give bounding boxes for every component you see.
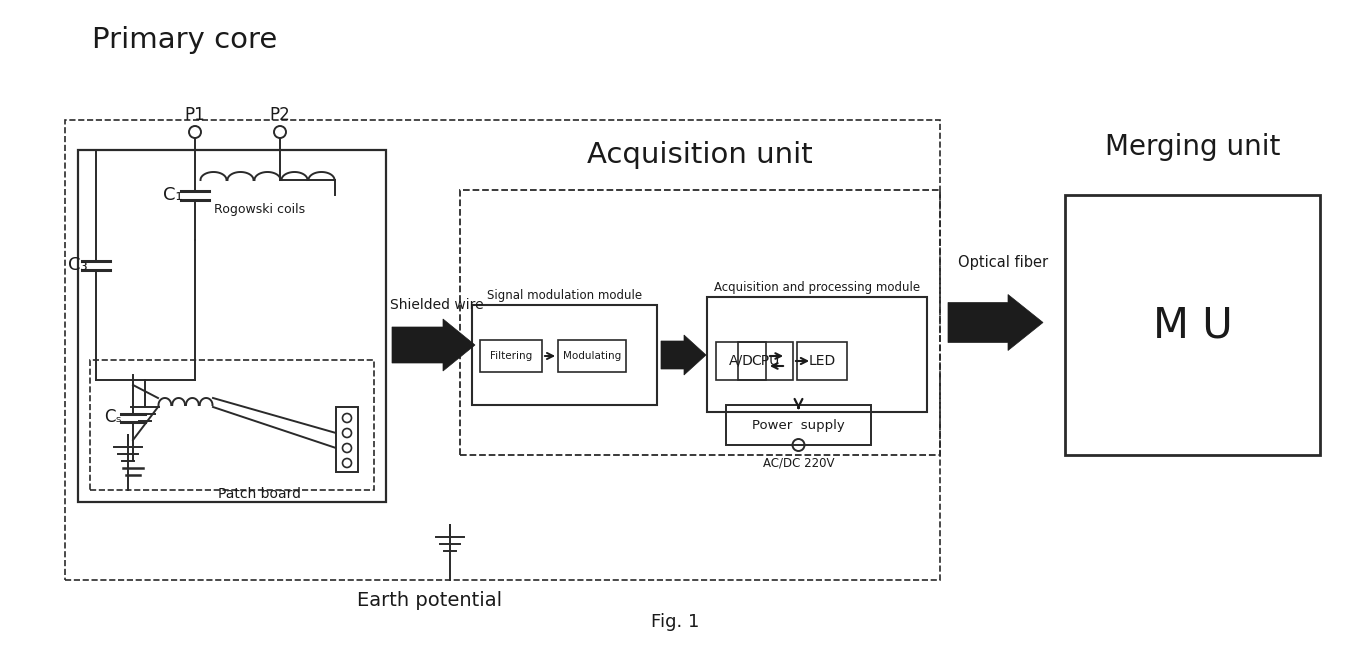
Bar (796, 342, 846, 380)
Text: M U: M U (1153, 304, 1233, 346)
Polygon shape (662, 335, 706, 375)
Text: Acquisition unit: Acquisition unit (587, 141, 813, 169)
Bar (738, 342, 792, 380)
Polygon shape (392, 319, 475, 371)
Text: C₁: C₁ (163, 186, 182, 204)
Bar (336, 407, 358, 472)
Polygon shape (948, 294, 1044, 350)
Text: C₃: C₃ (69, 256, 88, 274)
Bar (481, 340, 541, 372)
Text: Shielded wire: Shielded wire (390, 298, 483, 312)
Text: CPU: CPU (752, 354, 780, 368)
Text: Power  supply: Power supply (752, 419, 845, 432)
Bar (707, 297, 927, 412)
Text: Fig. 1: Fig. 1 (651, 613, 699, 631)
Text: Acquisition and processing module: Acquisition and processing module (714, 281, 921, 294)
Bar (65, 120, 940, 580)
Text: Earth potential: Earth potential (358, 590, 502, 610)
Bar (460, 190, 940, 455)
Text: A/D: A/D (729, 354, 753, 368)
Bar (1065, 195, 1320, 455)
Text: P1: P1 (185, 106, 205, 124)
Bar (472, 305, 657, 405)
Bar (558, 340, 626, 372)
Bar (90, 360, 374, 490)
Text: LED: LED (809, 354, 836, 368)
Text: Primary core: Primary core (92, 26, 278, 54)
Text: Modulating: Modulating (563, 351, 621, 361)
Text: P2: P2 (270, 106, 290, 124)
Text: Signal modulation module: Signal modulation module (487, 289, 643, 302)
Text: Optical fiber: Optical fiber (958, 255, 1048, 270)
Text: Rogowski coils: Rogowski coils (215, 203, 305, 216)
Text: Filtering: Filtering (490, 351, 532, 361)
Text: Patch board: Patch board (219, 487, 301, 501)
Text: Merging unit: Merging unit (1104, 133, 1280, 161)
Bar (716, 342, 765, 380)
Bar (78, 150, 386, 502)
Bar (726, 405, 871, 445)
Text: Cₛ: Cₛ (104, 408, 122, 426)
Text: AC/DC 220V: AC/DC 220V (763, 456, 834, 469)
